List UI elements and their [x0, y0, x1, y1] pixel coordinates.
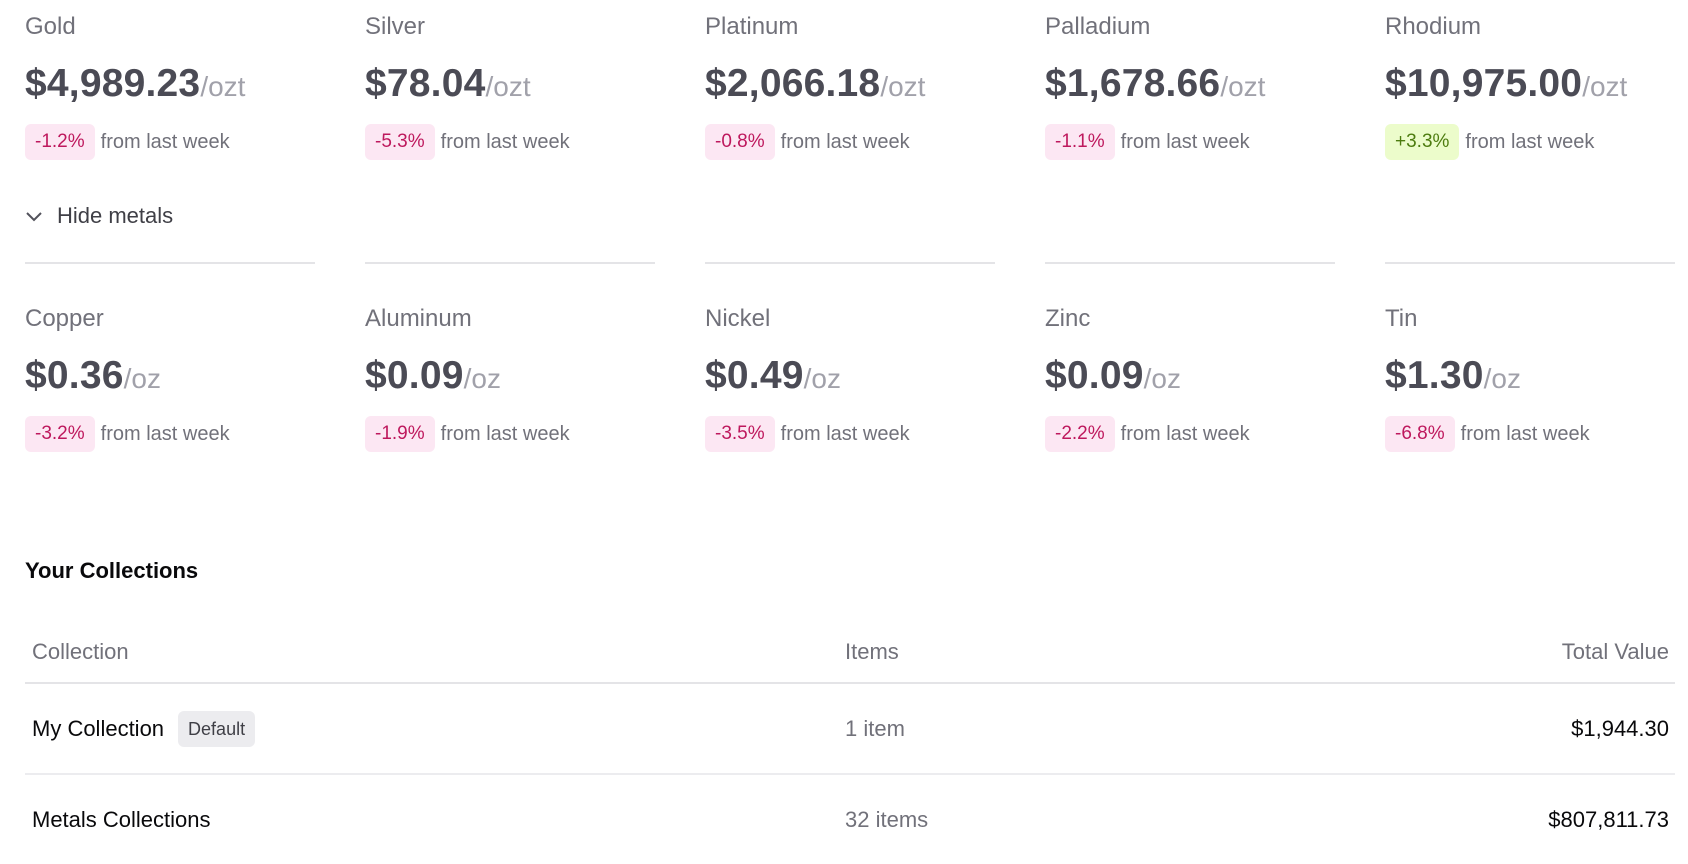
hide-metals-toggle[interactable]: Hide metals	[25, 203, 173, 229]
change-badge: -5.3%	[365, 124, 435, 160]
change-caption: from last week	[780, 130, 910, 153]
metal-name: Nickel	[705, 305, 771, 332]
metal-name: Aluminum	[365, 305, 472, 332]
header-collection[interactable]: Collection	[32, 639, 129, 664]
price-unit: /oz	[1483, 363, 1521, 394]
metal-card-zinc[interactable]: Zinc $0.09/oz -2.2% from last week	[1045, 300, 1335, 452]
divider-line	[1385, 262, 1675, 264]
divider-line	[25, 262, 315, 264]
change-badge: -6.8%	[1385, 416, 1455, 452]
metal-card-platinum[interactable]: Platinum $2,066.18/ozt -0.8% from last we…	[705, 8, 995, 160]
change-caption: from last week	[100, 130, 230, 153]
metal-card-aluminum[interactable]: Aluminum $0.09/oz -1.9% from last week	[365, 300, 655, 452]
header-items[interactable]: Items	[845, 639, 899, 664]
change-caption: from last week	[440, 422, 570, 445]
change-badge: -3.5%	[705, 416, 775, 452]
change-caption: from last week	[100, 422, 230, 445]
divider-line	[1045, 262, 1335, 264]
metal-price: $0.49	[705, 354, 804, 397]
metals-divider	[25, 262, 1675, 264]
collection-items: 1 item	[845, 715, 905, 741]
collection-name-cell: Metals Collections	[25, 807, 845, 833]
metal-price: $2,066.18	[705, 62, 881, 105]
collection-name[interactable]: Metals Collections	[32, 806, 211, 832]
change-caption: from last week	[1460, 422, 1590, 445]
price-unit: /ozt	[880, 71, 926, 102]
metal-name: Copper	[25, 305, 104, 332]
metal-name: Tin	[1385, 305, 1418, 332]
metal-price: $4,989.23	[25, 62, 201, 105]
default-badge: Default	[178, 710, 256, 747]
metal-price: $1.30	[1385, 354, 1484, 397]
price-unit: /ozt	[1582, 71, 1628, 102]
price-unit: /ozt	[485, 71, 531, 102]
collection-name-cell: My Collection Default	[25, 710, 845, 747]
change-caption: from last week	[1120, 422, 1250, 445]
metal-price: $1,678.66	[1045, 62, 1221, 105]
price-unit: /ozt	[200, 71, 246, 102]
divider-line	[365, 262, 655, 264]
header-total-value[interactable]: Total Value	[1561, 639, 1669, 664]
metal-card-gold[interactable]: Gold $4,989.23/ozt -1.2% from last week	[25, 8, 315, 160]
price-unit: /oz	[803, 363, 841, 394]
metal-card-silver[interactable]: Silver $78.04/ozt -5.3% from last week	[365, 8, 655, 160]
metals-row-base: Copper $0.36/oz -3.2% from last week Alum…	[25, 300, 1675, 452]
metal-price: $10,975.00	[1385, 62, 1583, 105]
metal-name: Palladium	[1045, 13, 1151, 40]
price-unit: /oz	[123, 363, 161, 394]
change-badge: -1.1%	[1045, 124, 1115, 160]
metals-row-precious: Gold $4,989.23/ozt -1.2% from last week S…	[25, 8, 1675, 160]
change-caption: from last week	[780, 422, 910, 445]
chevron-down-icon	[26, 212, 42, 222]
metal-card-tin[interactable]: Tin $1.30/oz -6.8% from last week	[1385, 300, 1675, 452]
table-header: Collection Items Total Value	[25, 622, 1675, 684]
price-unit: /oz	[463, 363, 501, 394]
metal-name: Silver	[365, 13, 426, 40]
metal-price: $0.36	[25, 354, 124, 397]
price-unit: /oz	[1143, 363, 1181, 394]
metal-name: Zinc	[1045, 305, 1091, 332]
metal-price: $0.09	[1045, 354, 1144, 397]
divider-line	[705, 262, 995, 264]
metal-name: Platinum	[705, 13, 799, 40]
metal-card-palladium[interactable]: Palladium $1,678.66/ozt -1.1% from last w…	[1045, 8, 1335, 160]
change-badge: -1.9%	[365, 416, 435, 452]
change-badge: +3.3%	[1385, 124, 1460, 160]
table-row[interactable]: My Collection Default 1 item $1,944.30	[25, 684, 1675, 775]
metal-price: $0.09	[365, 354, 464, 397]
change-caption: from last week	[1465, 130, 1595, 153]
change-badge: -3.2%	[25, 416, 95, 452]
collection-total-value: $1,944.30	[1571, 715, 1669, 741]
collections-table: Collection Items Total Value My Collecti…	[25, 622, 1675, 864]
metal-price: $78.04	[365, 62, 486, 105]
collections-title: Your Collections	[25, 558, 199, 583]
metal-card-nickel[interactable]: Nickel $0.49/oz -3.5% from last week	[705, 300, 995, 452]
metal-card-copper[interactable]: Copper $0.36/oz -3.2% from last week	[25, 300, 315, 452]
collection-total-value: $807,811.73	[1548, 806, 1669, 832]
hide-metals-label: Hide metals	[57, 203, 174, 228]
change-badge: -1.2%	[25, 124, 95, 160]
change-badge: -0.8%	[705, 124, 775, 160]
price-unit: /ozt	[1220, 71, 1266, 102]
table-row[interactable]: Metals Collections 32 items $807,811.73	[25, 775, 1675, 864]
collection-name[interactable]: My Collection	[32, 715, 165, 741]
change-badge: -2.2%	[1045, 416, 1115, 452]
metal-card-rhodium[interactable]: Rhodium $10,975.00/ozt +3.3% from last we…	[1385, 8, 1675, 160]
metal-name: Rhodium	[1385, 13, 1482, 40]
change-caption: from last week	[440, 130, 570, 153]
collection-items: 32 items	[845, 806, 929, 832]
metal-name: Gold	[25, 13, 76, 40]
change-caption: from last week	[1120, 130, 1250, 153]
